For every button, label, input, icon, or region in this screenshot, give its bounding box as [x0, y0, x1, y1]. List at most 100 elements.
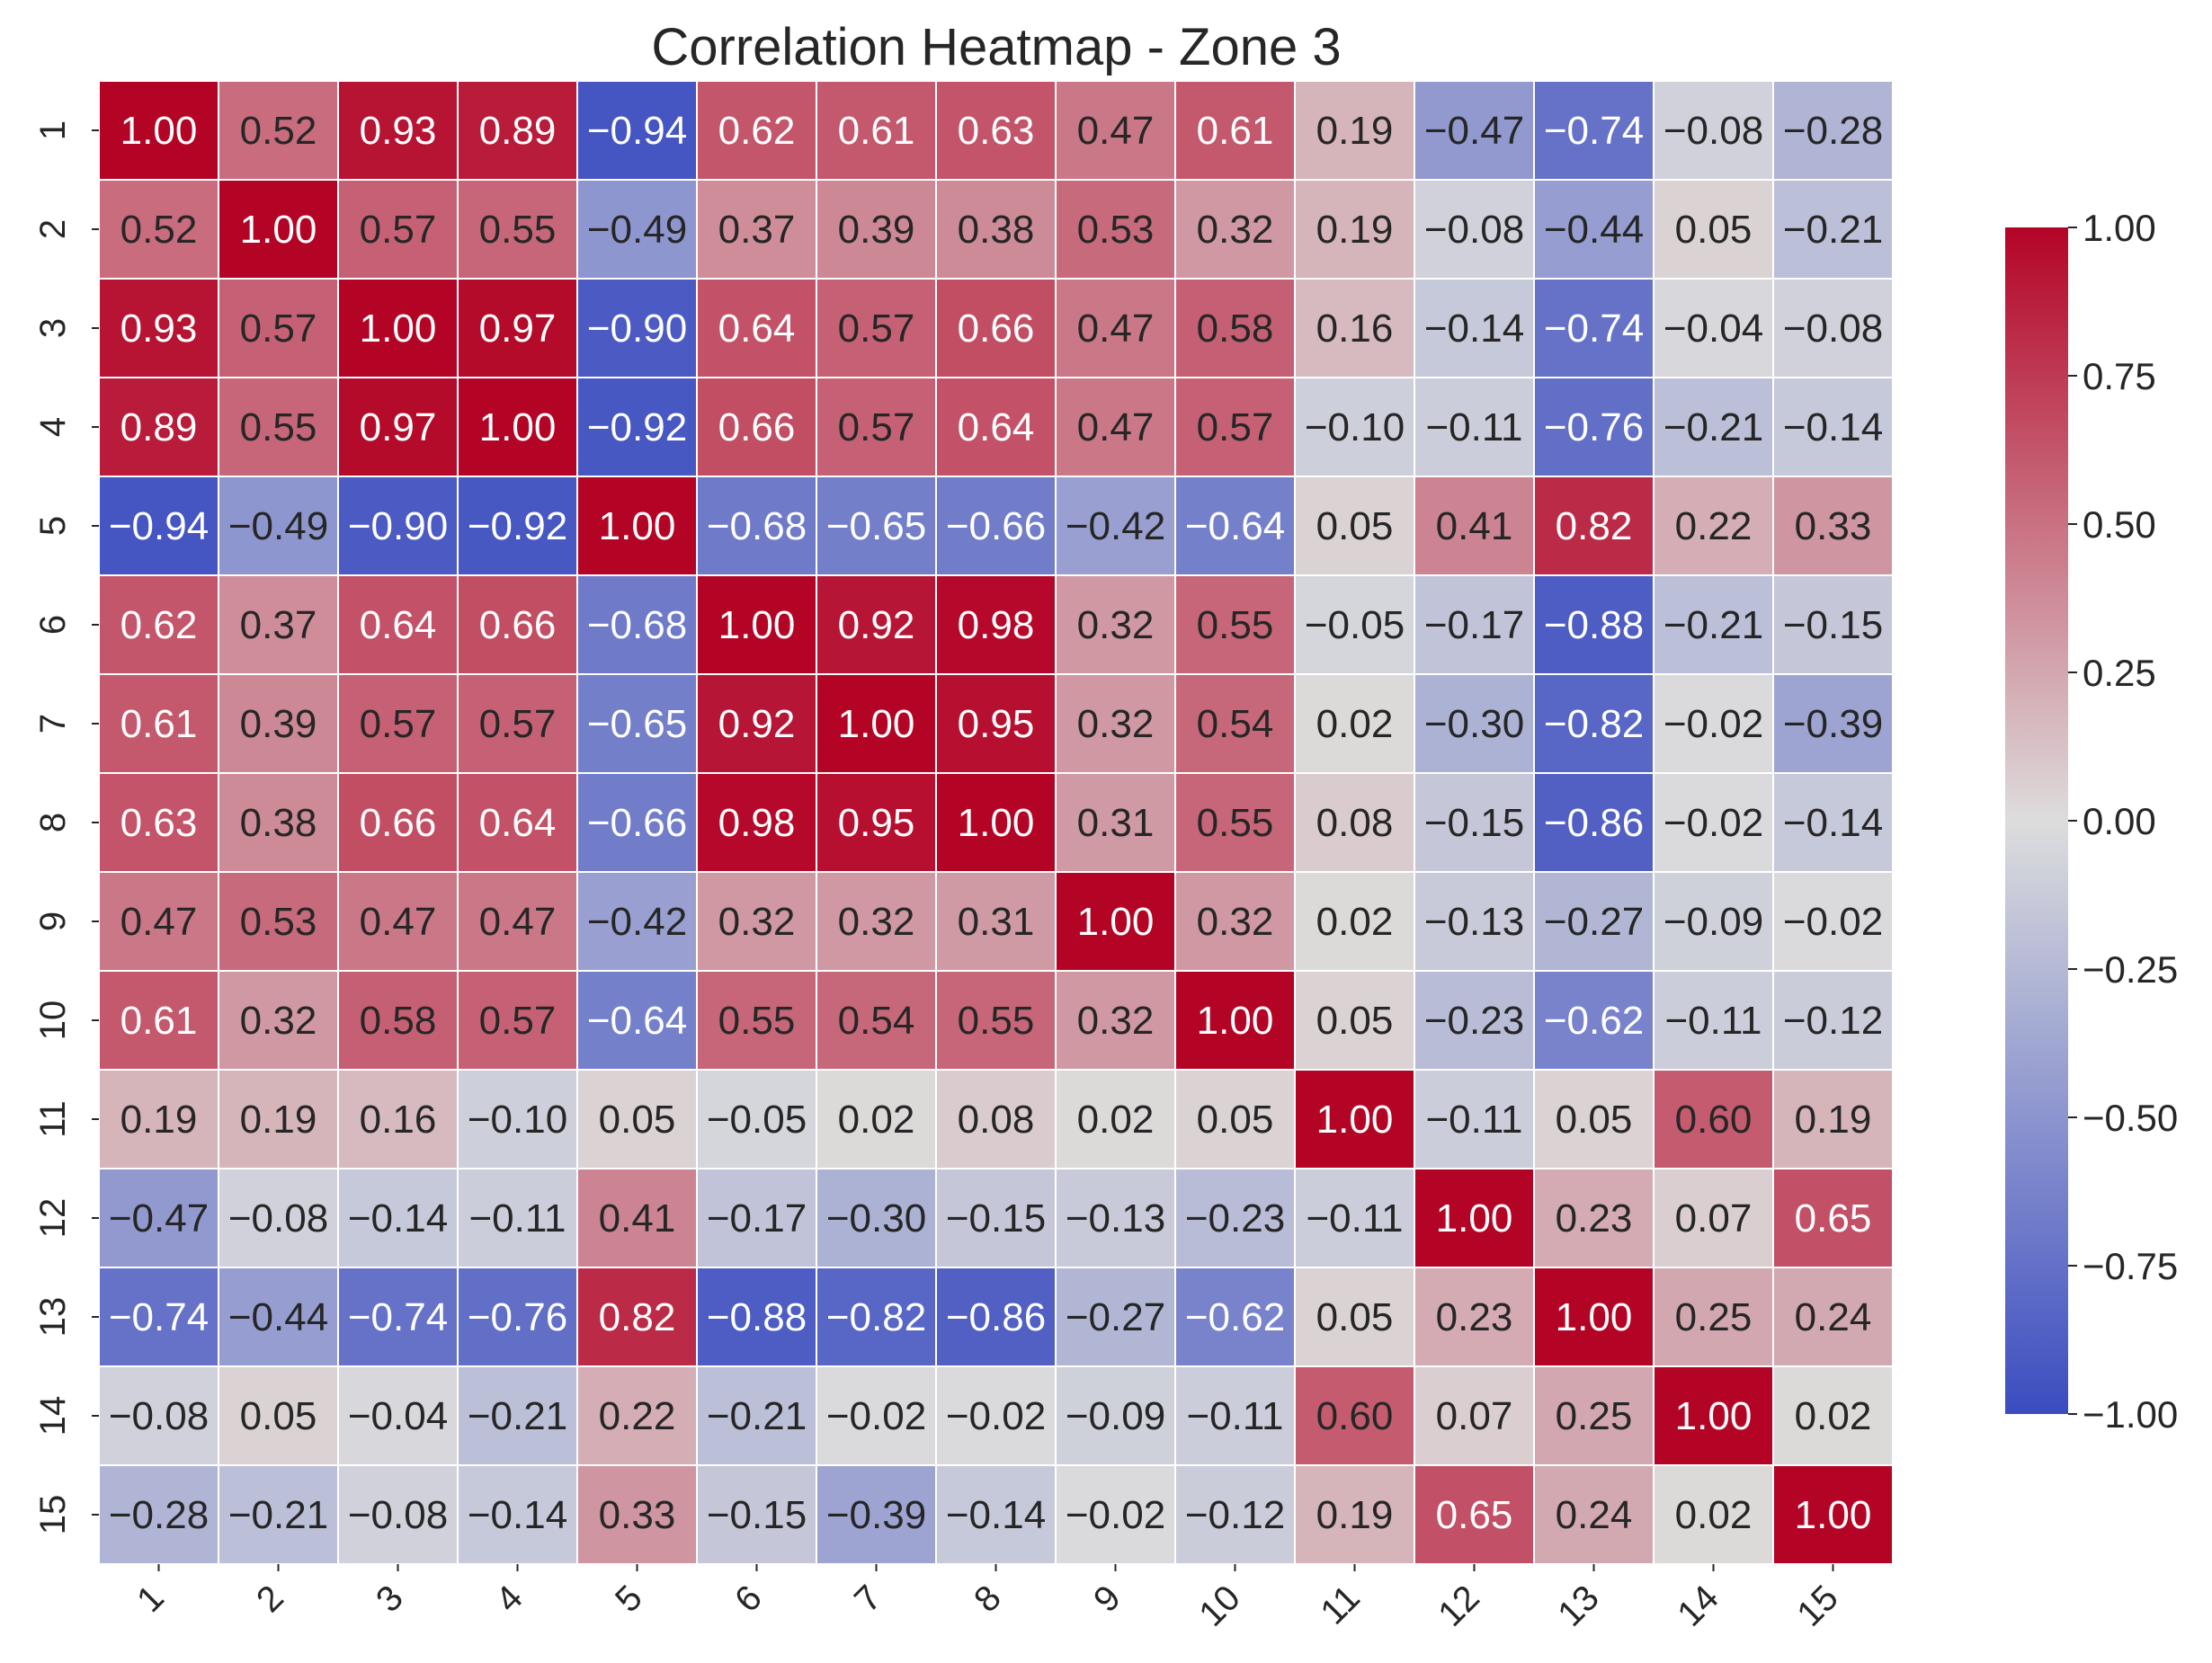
cell-value-label: 0.57: [240, 307, 317, 351]
cell-value-label: 0.05: [1316, 1295, 1394, 1339]
y-tick-label: 8: [33, 813, 73, 832]
cell-value-label: −0.09: [1663, 900, 1763, 944]
cell-value-label: −0.49: [587, 208, 687, 252]
cell-value-label: 0.61: [120, 702, 198, 746]
cell-value-label: −0.86: [946, 1295, 1046, 1339]
cell-value-label: 0.08: [1316, 801, 1394, 845]
cell-value-label: −0.05: [707, 1098, 807, 1142]
heatmap-cell: [935, 377, 1057, 477]
cell-value-label: 0.55: [958, 999, 1035, 1043]
y-tick-label: 7: [33, 714, 73, 734]
heatmap-cell: [1294, 871, 1415, 972]
heatmap-cell: [576, 673, 698, 774]
cell-value-label: 0.61: [120, 999, 198, 1043]
x-tick-label: 10: [1191, 1578, 1248, 1634]
cell-value-label: 1.00: [1556, 1295, 1633, 1339]
cell-value-label: −0.86: [1544, 801, 1644, 845]
colorbar-tick-label: −1.00: [2083, 1393, 2178, 1436]
cell-value-label: −0.12: [1783, 999, 1883, 1043]
heatmap-cell: [816, 1464, 937, 1565]
heatmap-cell: [337, 772, 459, 873]
cell-value-label: 0.95: [958, 702, 1035, 746]
x-tick-label: 8: [967, 1578, 1009, 1620]
heatmap-cell: [1653, 1365, 1774, 1466]
chart-title: Correlation Heatmap - Zone 3: [651, 18, 1341, 76]
cell-value-label: 1.00: [479, 405, 557, 449]
cell-value-label: −0.44: [228, 1295, 328, 1339]
heatmap-cell: [1174, 278, 1296, 378]
heatmap-cell: [98, 278, 219, 378]
cell-value-label: 0.55: [479, 208, 557, 252]
heatmap-cell: [1414, 476, 1535, 576]
cell-value-label: 0.02: [1795, 1394, 1872, 1438]
cell-value-label: 0.53: [1077, 208, 1155, 252]
x-tick-label: 15: [1789, 1578, 1846, 1634]
cell-value-label: −0.44: [1544, 208, 1644, 252]
cell-value-label: −0.74: [348, 1295, 448, 1339]
heatmap-cell: [1772, 476, 1894, 576]
cell-value-label: −0.02: [826, 1394, 926, 1438]
cell-value-label: 0.19: [240, 1098, 317, 1142]
heatmap-cell: [935, 476, 1057, 576]
cell-value-label: 0.92: [718, 702, 796, 746]
cell-value-label: 0.02: [838, 1098, 915, 1142]
cell-value-label: 0.32: [1077, 702, 1155, 746]
heatmap-cell: [1294, 772, 1415, 873]
cell-value-label: 0.55: [1197, 801, 1274, 845]
cell-value-label: −0.14: [946, 1493, 1046, 1537]
cell-value-label: −0.02: [946, 1394, 1046, 1438]
heatmap-cell: [218, 1267, 339, 1367]
cell-value-label: 1.00: [599, 504, 676, 548]
heatmap-cell: [1653, 772, 1774, 873]
colorbar-tick-label: −0.25: [2083, 948, 2178, 991]
cell-value-label: 0.31: [958, 900, 1035, 944]
heatmap-cell: [935, 1168, 1057, 1268]
cell-value-label: −0.47: [109, 1196, 209, 1241]
heatmap-cell: [1414, 970, 1535, 1071]
cell-value-label: 0.47: [479, 900, 557, 944]
cell-value-label: −0.13: [1424, 900, 1524, 944]
cell-value-label: 0.55: [718, 999, 796, 1043]
cell-value-label: 0.37: [240, 603, 317, 647]
cell-value-label: −0.23: [1424, 999, 1524, 1043]
cell-value-label: −0.90: [587, 307, 687, 351]
cell-value-label: −0.30: [1424, 702, 1524, 746]
heatmap-cell: [1533, 970, 1655, 1071]
heatmap-cell: [1533, 772, 1655, 873]
heatmap-cell: [576, 772, 698, 873]
cell-value-label: 0.32: [1077, 603, 1155, 647]
cell-value-label: 0.05: [240, 1394, 317, 1438]
heatmap-cell: [1414, 574, 1535, 675]
colorbar-tick-label: −0.50: [2083, 1097, 2178, 1139]
heatmap-cell: [1055, 871, 1176, 972]
cell-value-label: −0.08: [228, 1196, 328, 1241]
heatmap-cell: [1653, 574, 1774, 675]
x-tick-label: 13: [1550, 1578, 1607, 1634]
heatmap-cell: [337, 377, 459, 477]
cell-value-label: −0.14: [1783, 405, 1883, 449]
heatmap-cell: [1414, 80, 1535, 181]
heatmap-cell: [816, 970, 937, 1071]
heatmap-cell: [1533, 1168, 1655, 1268]
heatmap-cell: [457, 1365, 578, 1466]
cell-value-label: 1.00: [1675, 1394, 1753, 1438]
cell-value-label: 1.00: [718, 603, 796, 647]
cell-value-label: 0.07: [1675, 1196, 1753, 1241]
colorbar-tick-label: 0.50: [2083, 503, 2156, 546]
cell-value-label: −0.82: [826, 1295, 926, 1339]
heatmap-cell: [98, 1267, 219, 1367]
y-tick-label: 14: [33, 1396, 73, 1436]
cell-value-label: 0.02: [1675, 1493, 1753, 1537]
cell-value-label: −0.02: [1066, 1493, 1165, 1537]
heatmap-cell: [816, 574, 937, 675]
heatmap-cell: [816, 871, 937, 972]
heatmap-cell: [1772, 278, 1894, 378]
cell-value-label: −0.11: [1425, 1098, 1522, 1142]
cell-value-label: −0.11: [1664, 999, 1762, 1043]
heatmap-cell: [816, 673, 937, 774]
cell-value-label: 0.65: [1436, 1493, 1513, 1537]
cell-value-label: 1.00: [240, 208, 317, 252]
heatmap-cell: [1414, 278, 1535, 378]
cell-value-label: −0.28: [109, 1493, 209, 1537]
